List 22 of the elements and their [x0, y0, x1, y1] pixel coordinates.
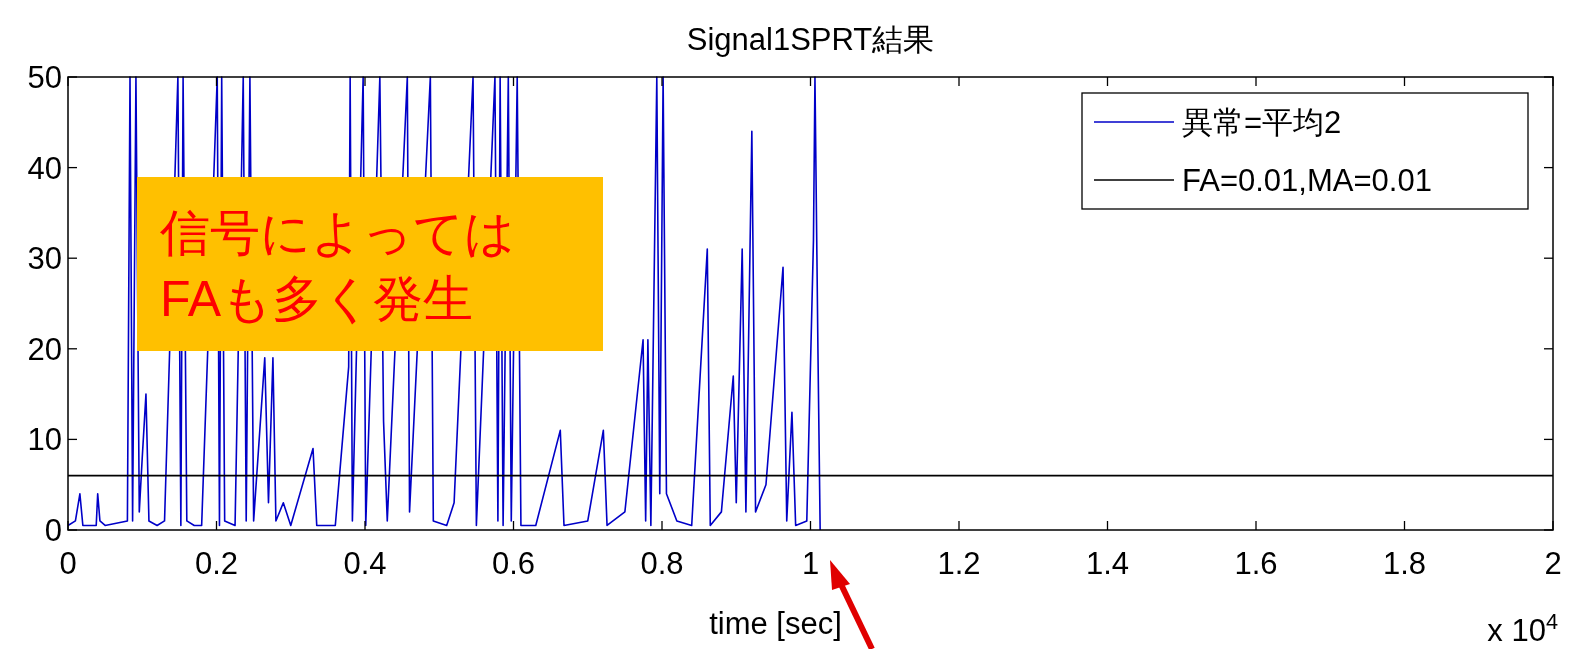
- chart-title: Signal1SPRT結果: [686, 22, 935, 57]
- x-tick-label: 0.8: [640, 546, 684, 581]
- x-tick-label: 0.2: [194, 546, 239, 581]
- x-tick-label: 2: [1544, 546, 1562, 581]
- y-tick-label: 10: [27, 422, 62, 458]
- legend-label: 異常=平均2: [1182, 105, 1342, 140]
- y-tick-label: 20: [27, 331, 62, 367]
- x-tick-label: 1.4: [1085, 546, 1130, 581]
- x-axis-title: time [sec]: [709, 606, 842, 641]
- annotation: 信号によっては FAも多く発生: [160, 205, 515, 327]
- legend-label: FA=0.01,MA=0.01: [1182, 163, 1432, 198]
- x-tick-label: 0.4: [343, 546, 387, 581]
- y-tick-label: 30: [27, 241, 62, 277]
- x-tick-label: 1: [801, 546, 820, 581]
- x-tick-label: 1.6: [1234, 546, 1278, 581]
- x-tick-label: 1.8: [1382, 546, 1427, 581]
- y-tick-label: 50: [27, 60, 62, 95]
- x-tick-label: 1.2: [937, 546, 981, 581]
- y-tick-label: 40: [27, 150, 62, 186]
- x-tick-label: 0.6: [491, 546, 536, 581]
- y-tick-label: 0: [44, 513, 62, 548]
- text: x 10$^{4}$: [1487, 608, 1558, 648]
